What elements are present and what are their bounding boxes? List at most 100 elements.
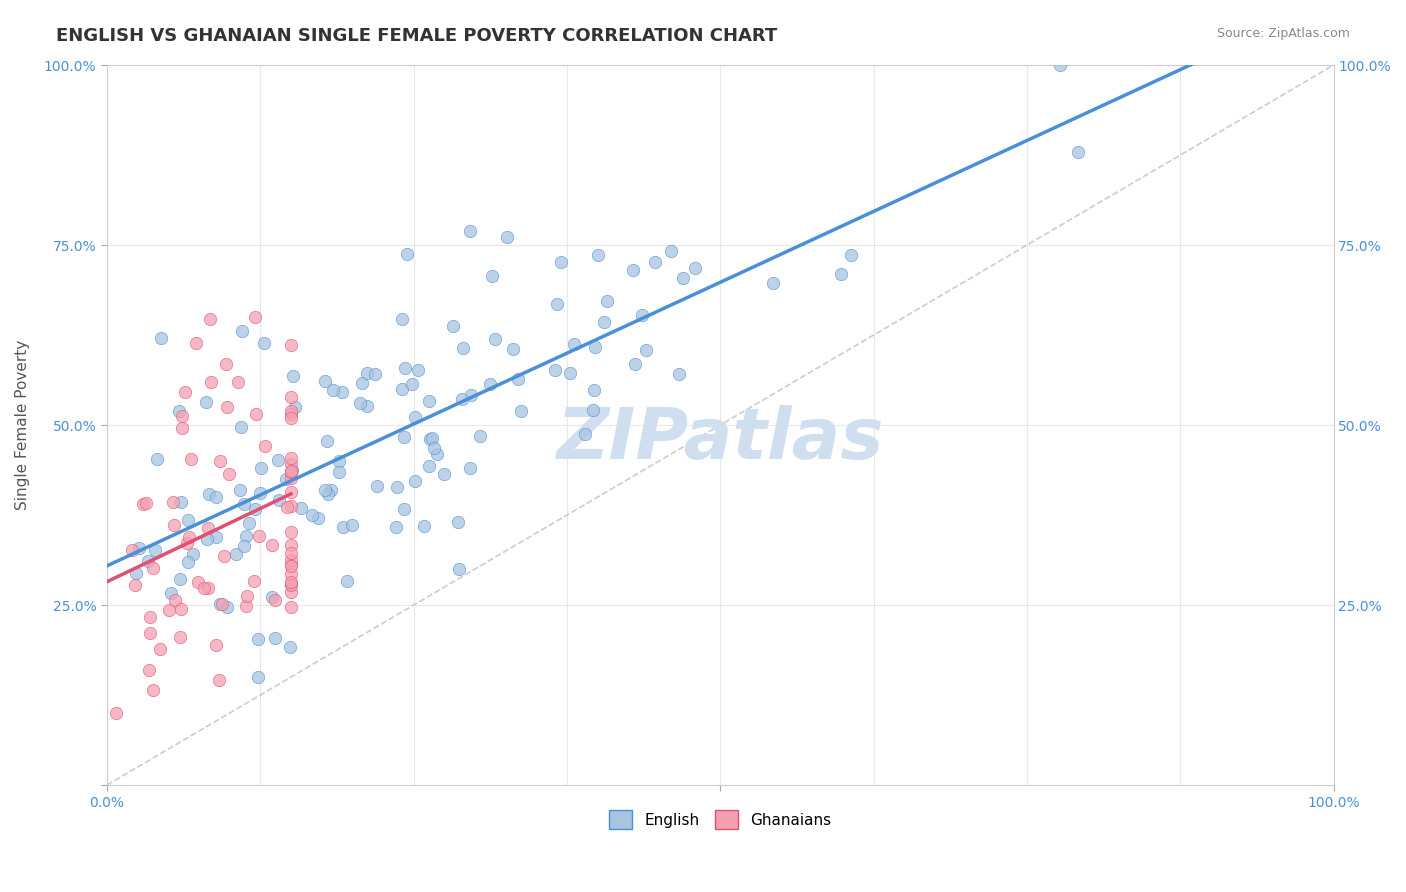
Point [447,562,470,576]
Point [672,271,695,285]
Point [349,396,371,410]
Point [1049,58,1071,72]
Point [250,460,273,475]
Point [496,230,519,244]
Point [264,631,287,645]
Point [238,516,260,530]
Point [233,497,256,511]
Point [330,385,353,400]
Point [588,248,610,262]
Point [283,368,305,383]
Point [205,491,228,505]
Point [176,536,198,550]
Point [396,247,419,261]
Point [142,561,165,575]
Point [208,453,231,467]
Point [235,599,257,613]
Point [328,466,350,480]
Point [630,308,652,322]
Point [212,549,235,563]
Point [574,427,596,442]
Point [197,487,219,501]
Point [246,632,269,647]
Point [280,553,302,567]
Point [280,524,302,539]
Point [366,478,388,492]
Point [280,390,302,404]
Point [280,465,302,479]
Point [280,338,302,352]
Point [225,547,247,561]
Point [502,342,524,356]
Point [634,343,657,358]
Point [243,501,266,516]
Point [181,547,204,561]
Point [314,374,336,388]
Point [356,399,378,413]
Point [314,483,336,497]
Point [392,501,415,516]
Point [260,590,283,604]
Point [460,460,482,475]
Point [460,388,482,402]
Point [307,511,329,525]
Point [208,673,231,687]
Point [280,575,302,590]
Point [246,670,269,684]
Point [562,336,585,351]
Point [231,324,253,338]
Point [582,383,605,397]
Point [384,520,406,534]
Point [830,267,852,281]
Point [659,244,682,259]
Point [167,404,190,418]
Point [218,467,240,481]
Point [451,341,474,355]
Point [200,376,222,390]
Point [264,593,287,607]
Point [226,375,249,389]
Point [391,312,413,326]
Point [624,357,647,371]
Point [208,597,231,611]
Point [128,541,150,556]
Point [149,642,172,657]
Point [596,293,619,308]
Point [280,411,302,425]
Point [197,581,219,595]
Point [280,407,302,421]
Point [170,495,193,509]
Point [621,262,644,277]
Point [280,451,302,466]
Point [204,638,226,652]
Point [583,340,606,354]
Point [408,363,430,377]
Point [139,626,162,640]
Point [124,566,146,581]
Point [146,452,169,467]
Point [235,529,257,543]
Point [280,464,302,478]
Point [170,409,193,423]
Point [668,367,690,381]
Point [176,513,198,527]
Point [280,458,302,472]
Point [174,385,197,400]
Point [441,318,464,333]
Point [280,559,302,574]
Point [280,538,302,552]
Point [544,363,567,377]
Point [468,429,491,443]
Point [280,546,302,560]
Point [319,483,342,497]
Point [180,451,202,466]
Point [392,430,415,444]
Point [418,459,440,474]
Point [236,589,259,603]
Point [350,376,373,391]
Point [139,610,162,624]
Point [142,682,165,697]
Point [170,420,193,434]
Point [135,496,157,510]
Point [274,472,297,486]
